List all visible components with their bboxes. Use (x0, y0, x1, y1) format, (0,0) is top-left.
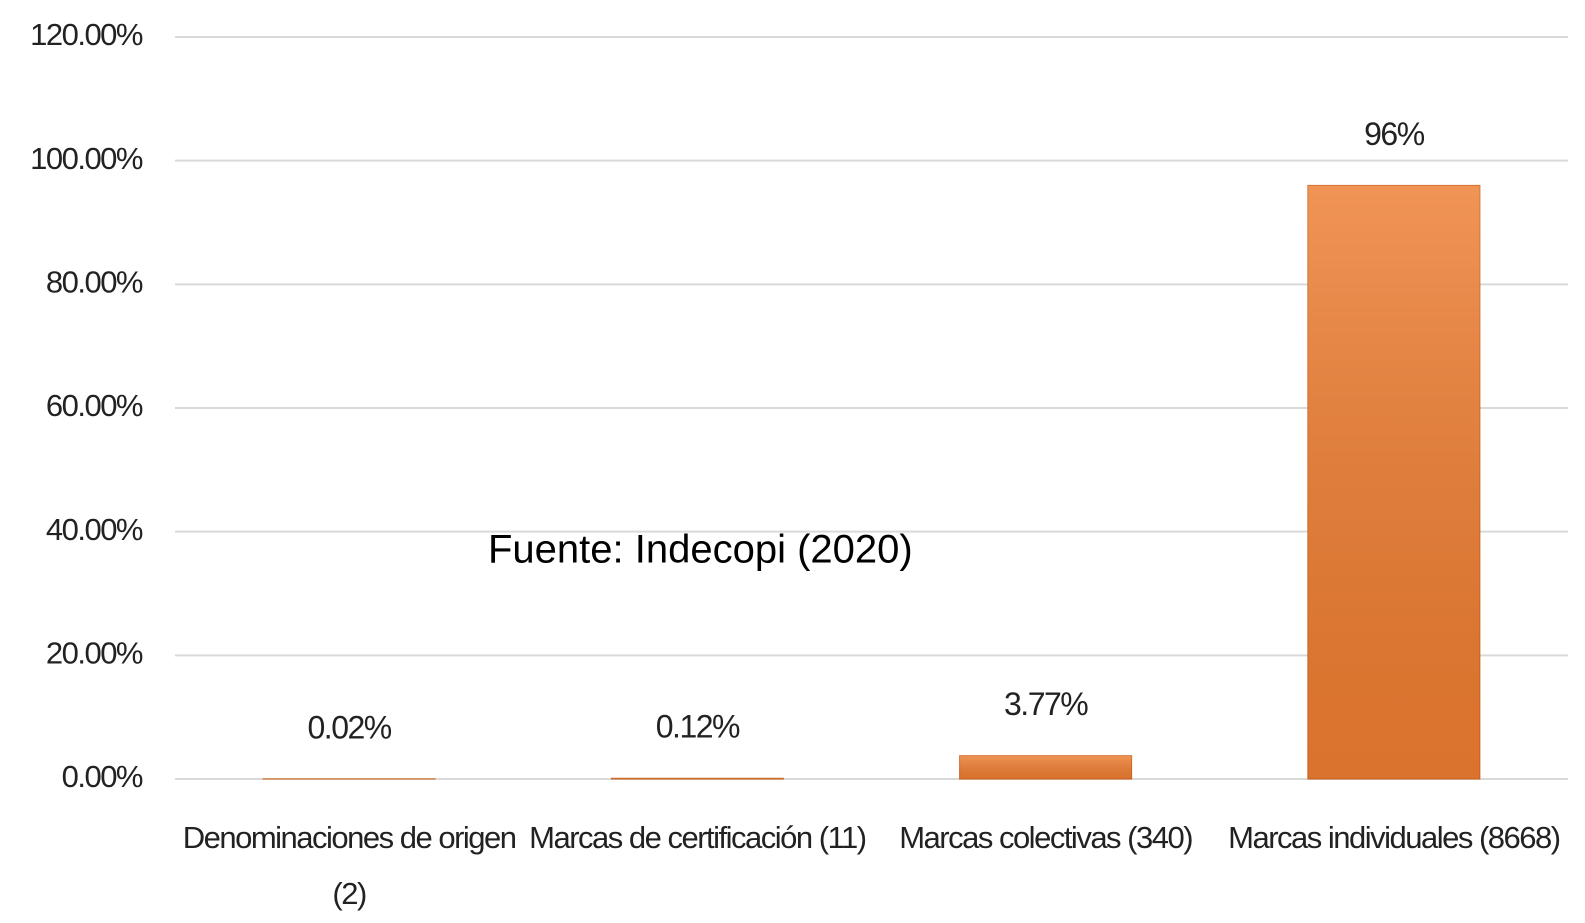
y-tick-label: 80.00% (46, 265, 143, 300)
value-label: 3.77% (1004, 686, 1088, 722)
annotation: Fuente: Indecopi (2020) (488, 528, 913, 572)
y-tick-label: 0.00% (62, 759, 143, 794)
y-tick-label: 60.00% (46, 388, 143, 423)
y-tick-label: 20.00% (46, 636, 143, 671)
x-tick-label: Marcas individuales (8668) (1228, 820, 1561, 855)
y-tick-label: 40.00% (46, 512, 143, 547)
bar (1307, 184, 1481, 780)
x-tick-label: Denominaciones de origen (2) (182, 820, 517, 911)
value-label: 96% (1364, 116, 1425, 152)
value-label: 0.12% (656, 709, 740, 745)
bar (610, 777, 784, 780)
x-tick-label: Marcas colectivas (340) (899, 820, 1193, 855)
y-tick-label: 100.00% (30, 141, 143, 176)
y-tick-label: 120.00% (30, 17, 143, 52)
value-label: 0.02% (308, 709, 392, 745)
bar (959, 755, 1133, 780)
x-tick-label: Marcas de certificación (11) (529, 820, 867, 855)
